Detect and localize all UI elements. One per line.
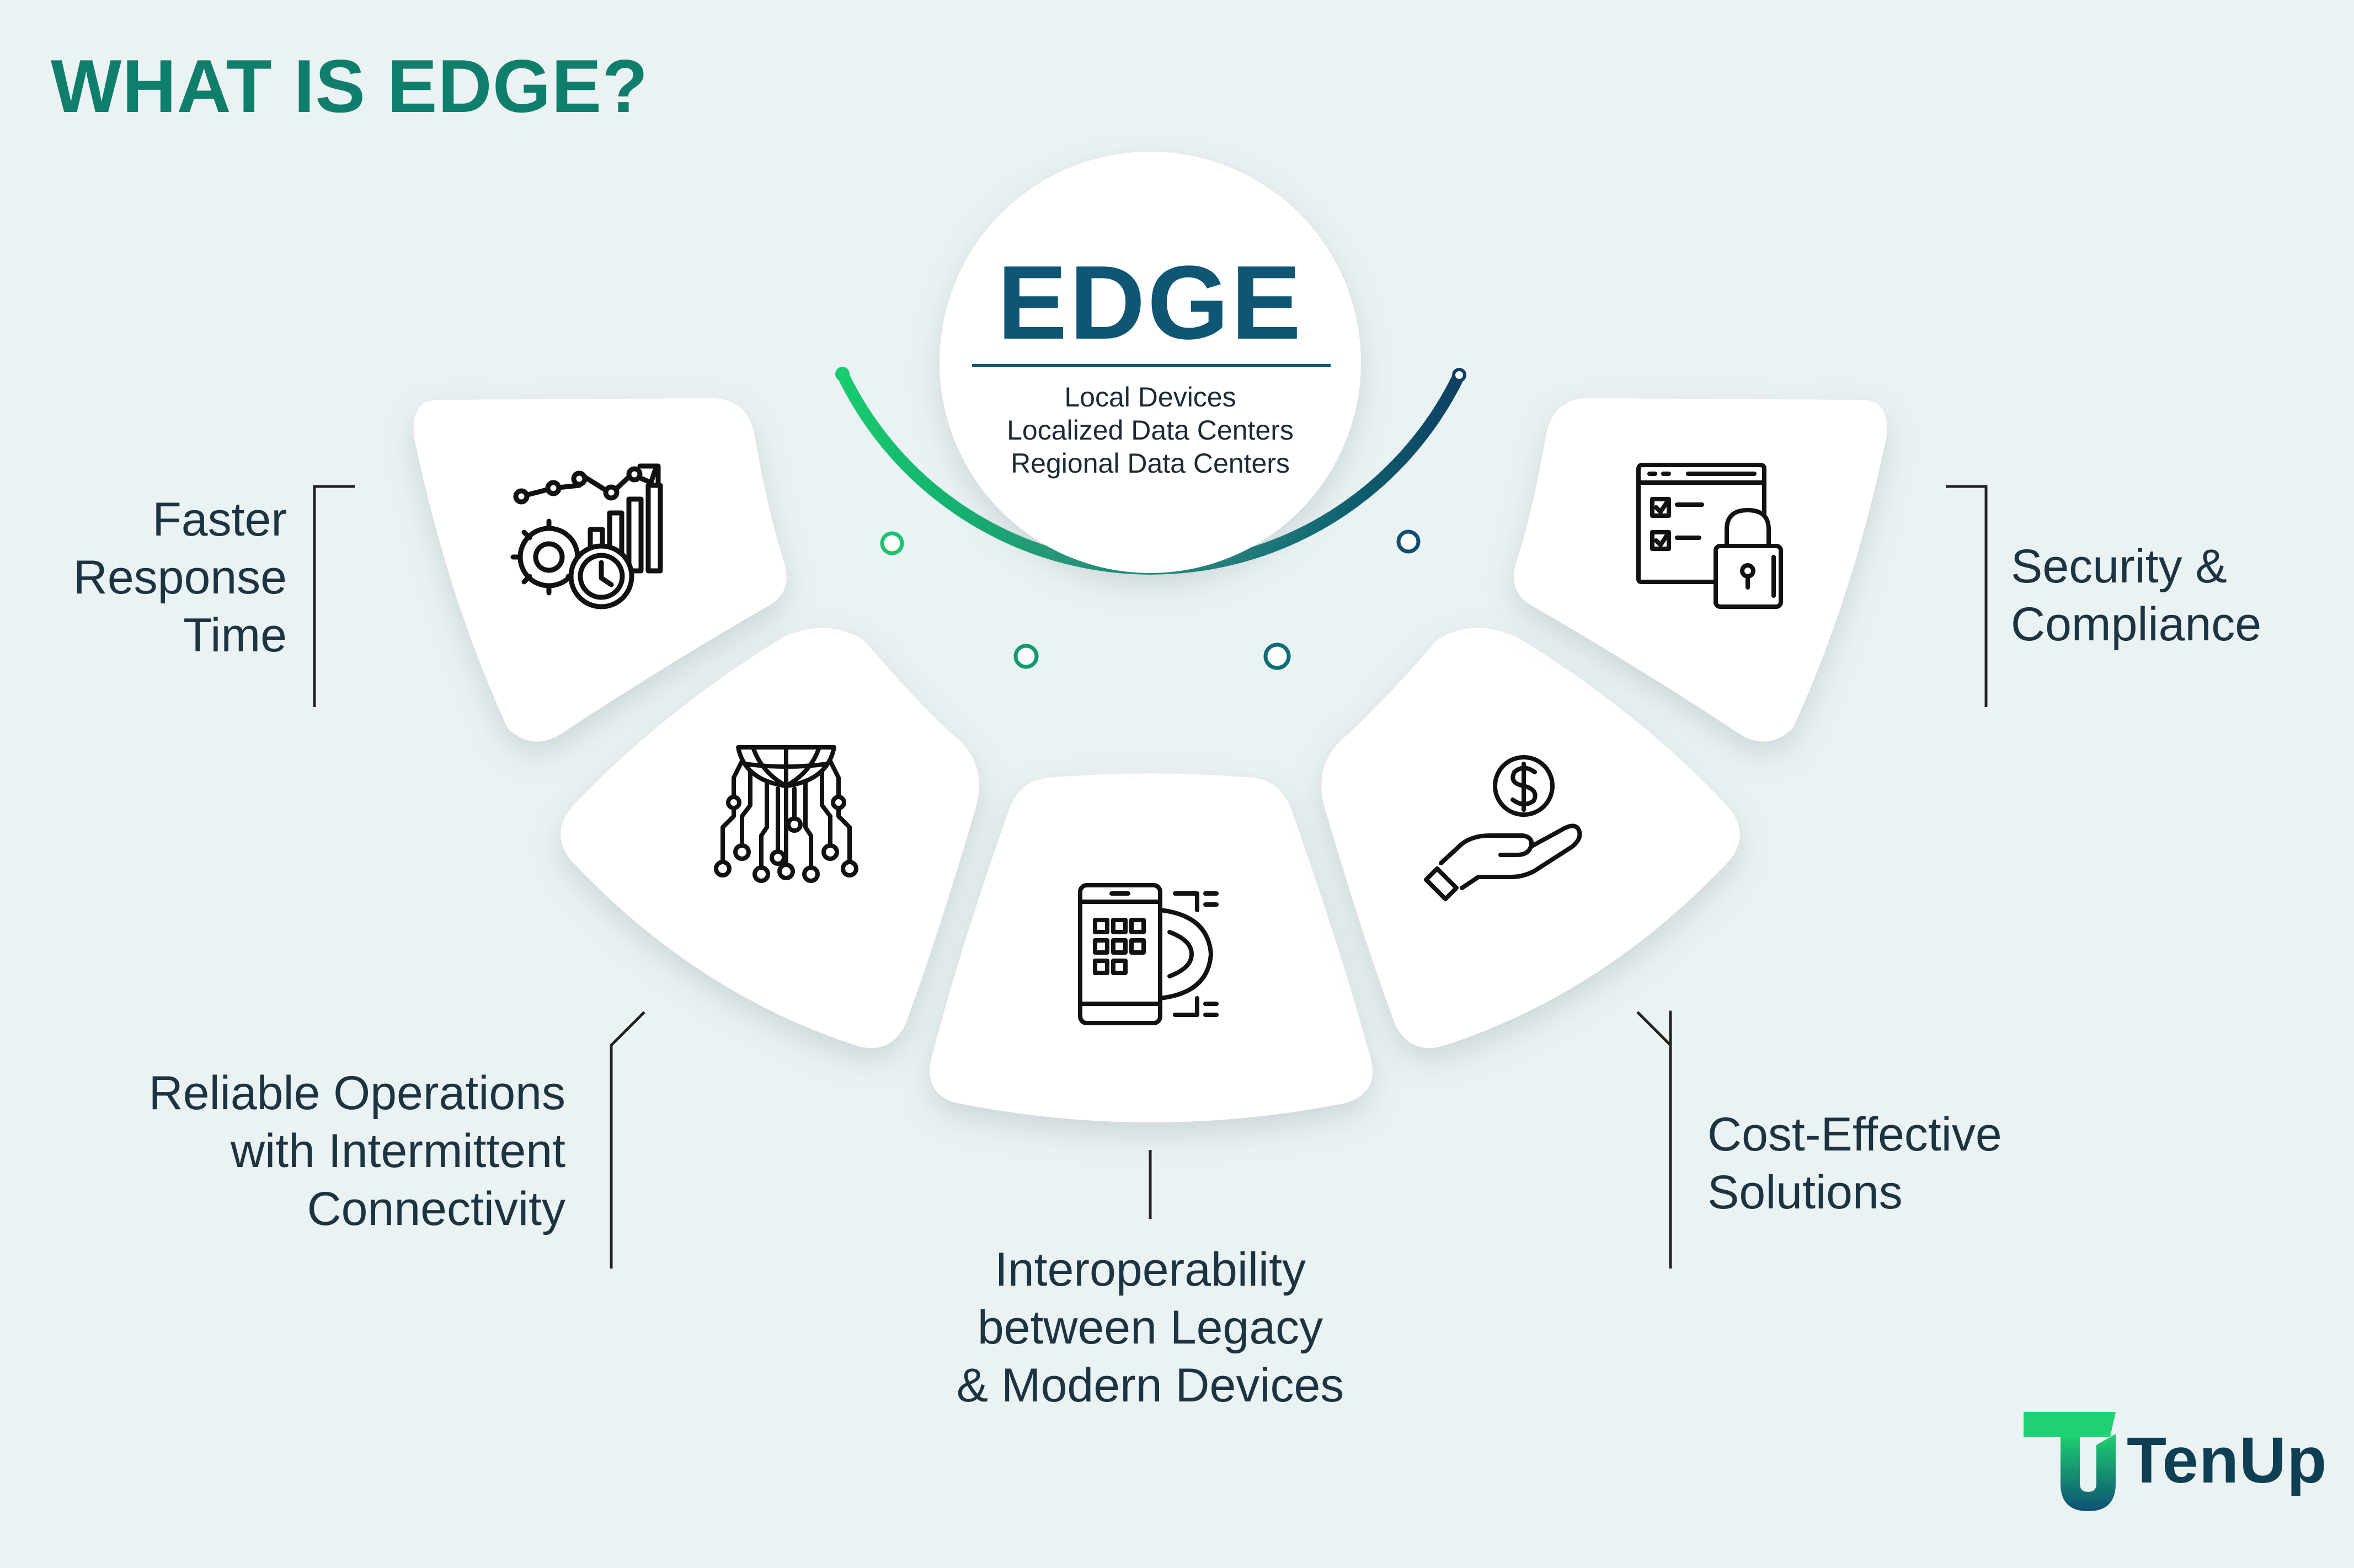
hub-divider bbox=[972, 364, 1331, 367]
card-reliable-operations bbox=[561, 628, 979, 1048]
label-line: Response bbox=[73, 551, 287, 604]
feature-label-reliable-operations: Reliable Operations with Intermittent Co… bbox=[55, 1064, 565, 1238]
label-line: Time bbox=[183, 609, 287, 662]
globe-circuit-icon bbox=[714, 745, 858, 883]
label-line: & Modern Devices bbox=[956, 1359, 1344, 1412]
gear-clock-chart-icon bbox=[510, 463, 663, 609]
label-line: Faster bbox=[152, 493, 287, 546]
label-line: Security & bbox=[2011, 540, 2227, 593]
hub-title: EDGE bbox=[997, 244, 1304, 361]
hub-item: Localized Data Centers bbox=[1007, 415, 1294, 446]
label-line: Interoperability bbox=[994, 1243, 1306, 1296]
label-line: Reliable Operations bbox=[148, 1067, 565, 1120]
label-line: with Intermittent bbox=[231, 1125, 565, 1178]
hub-item: Regional Data Centers bbox=[1011, 448, 1290, 479]
feature-label-security: Security & Compliance bbox=[2011, 538, 2342, 654]
label-line: Solutions bbox=[1707, 1166, 1903, 1219]
label-connectors bbox=[313, 485, 1988, 1269]
label-line: between Legacy bbox=[977, 1301, 1323, 1354]
label-line: Connectivity bbox=[307, 1182, 565, 1235]
card-security bbox=[1514, 398, 1887, 742]
phone-chip-icon bbox=[1078, 883, 1219, 1025]
tenup-logo-mark bbox=[2024, 1412, 2116, 1511]
card-interoperability bbox=[930, 773, 1373, 1122]
hub-item: Local Devices bbox=[1064, 382, 1236, 413]
hub-circle bbox=[940, 152, 1361, 573]
feature-label-faster-response: Faster Response Time bbox=[44, 491, 287, 665]
brand-name: TenUp bbox=[2127, 1424, 2328, 1497]
label-line: Cost-Effective bbox=[1707, 1108, 2002, 1161]
hand-coin-icon bbox=[1424, 755, 1582, 901]
label-line: Compliance bbox=[2011, 598, 2262, 651]
page-title: WHAT IS EDGE? bbox=[51, 44, 649, 128]
feature-label-cost-effective: Cost-Effective Solutions bbox=[1707, 1106, 2204, 1222]
browser-lock-icon bbox=[1636, 463, 1783, 609]
feature-label-interoperability: Interoperability between Legacy & Modern… bbox=[874, 1241, 1426, 1415]
